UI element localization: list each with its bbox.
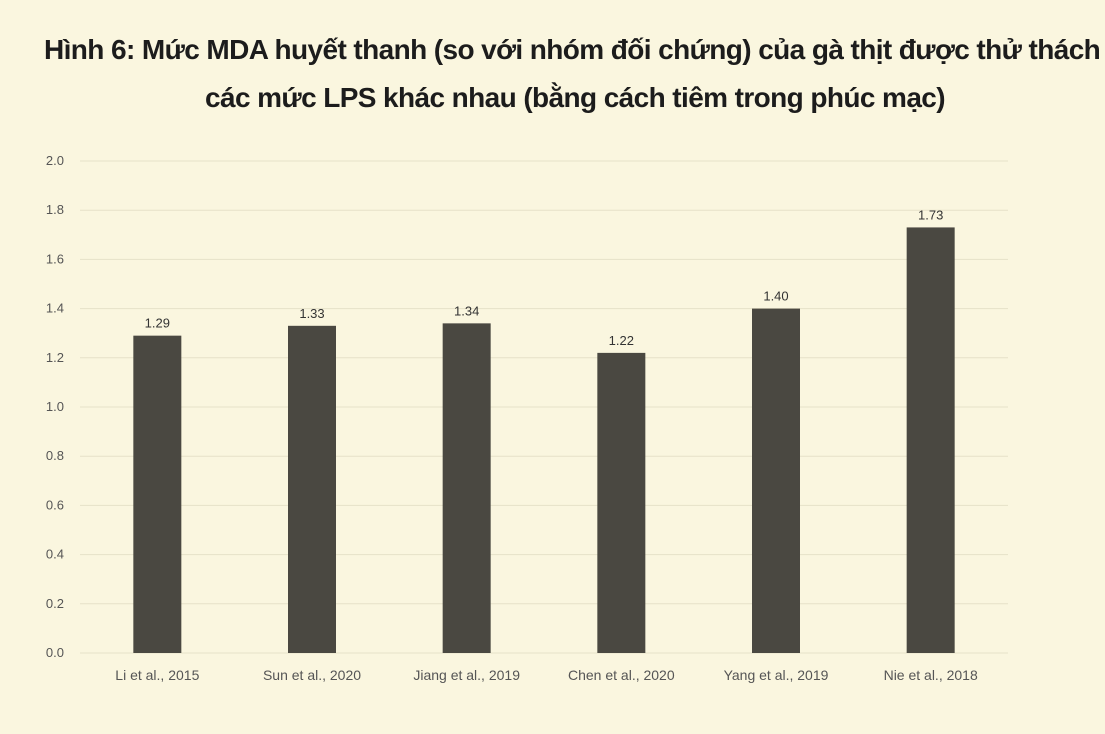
x-category-label: Nie et al., 2018 [884,667,978,683]
bar [906,227,955,654]
bar-data-label: 1.29 [145,316,170,331]
chart-title: Hình 6: Mức MDA huyết thanh (so với nhóm… [0,26,1105,122]
y-tick-label: 1.0 [46,399,64,414]
y-tick-label: 0.0 [46,645,64,660]
bars [133,227,955,654]
bar-data-label: 1.33 [299,306,324,321]
y-axis-tick-labels: 0.0 0.2 0.4 0.6 0.8 1.0 1.2 1.4 1.6 1.8 2.0 [46,153,64,660]
bar-data-label: 1.40 [763,289,788,304]
bar [597,352,646,653]
y-tick-label: 1.6 [46,251,64,266]
chart-title-line-1: Hình 6: Mức MDA huyết thanh (so với nhóm… [44,34,1105,65]
bar [752,308,800,653]
y-tick-label: 0.6 [46,497,64,512]
x-category-label: Jiang et al., 2019 [413,667,520,683]
y-tick-label: 0.8 [46,448,64,463]
bar-data-label: 1.22 [609,333,634,348]
gridlines [80,160,1008,654]
x-category-label: Li et al., 2015 [115,667,199,683]
y-tick-label: 1.2 [46,350,64,365]
chart-title-line-2: các mức LPS khác nhau (bằng cách tiêm tr… [205,82,946,113]
y-tick-label: 1.4 [46,301,64,316]
bar [442,323,491,653]
bar-data-label: 1.34 [454,303,479,318]
x-category-label: Chen et al., 2020 [568,667,675,683]
data-labels: 1.29 1.33 1.34 1.22 1.40 1.73 [145,207,944,347]
y-tick-label: 2.0 [46,153,64,168]
x-category-label: Sun et al., 2020 [263,667,361,683]
x-axis-category-labels: Li et al., 2015 Sun et al., 2020 Jiang et … [115,667,978,683]
x-category-label: Yang et al., 2019 [724,667,829,683]
y-tick-label: 0.2 [46,596,64,611]
y-tick-label: 0.4 [46,547,64,562]
bar [288,325,336,653]
y-tick-label: 1.8 [46,202,64,217]
bar-data-label: 1.73 [918,207,943,222]
bar [133,335,182,653]
